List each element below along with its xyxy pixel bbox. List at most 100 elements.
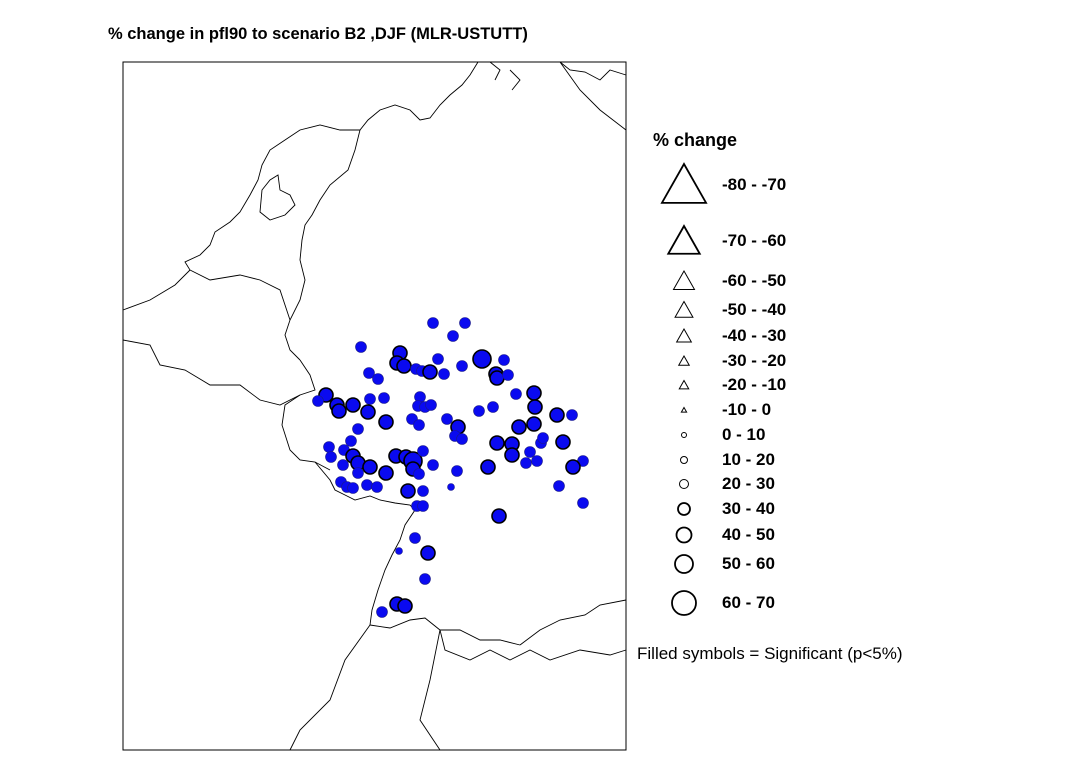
station-marker [524, 446, 536, 458]
legend-title: % change [653, 130, 738, 150]
station-marker [417, 485, 429, 497]
station-marker [491, 508, 507, 524]
station-marker [323, 441, 335, 453]
station-marker [409, 532, 421, 544]
legend-label: 10 - 20 [722, 450, 775, 469]
station-marker [502, 369, 514, 381]
station-marker [420, 545, 436, 561]
station-marker [363, 367, 375, 379]
legend-label: -50 - -40 [722, 300, 787, 319]
station-marker [459, 317, 471, 329]
station-marker [361, 479, 373, 491]
legend-label: 0 - 10 [722, 425, 766, 444]
significance-note: Filled symbols = Significant (p<5%) [637, 644, 903, 663]
station-marker [371, 481, 383, 493]
station-marker [498, 354, 510, 366]
station-marker [347, 482, 359, 494]
station-marker [447, 330, 459, 342]
station-marker [312, 395, 324, 407]
legend-label: -20 - -10 [722, 375, 787, 394]
station-marker [531, 455, 543, 467]
station-marker [510, 388, 522, 400]
station-marker [364, 393, 376, 405]
station-marker [396, 358, 412, 374]
station-marker [511, 419, 527, 435]
station-marker [447, 483, 455, 491]
station-marker [400, 483, 416, 499]
station-marker [331, 403, 347, 419]
station-marker [376, 606, 388, 618]
station-marker [325, 451, 337, 463]
station-marker [487, 401, 499, 413]
map-title: % change in pfl90 to scenario B2 ,DJF (M… [108, 25, 528, 43]
station-marker [555, 434, 571, 450]
border-be-nl [189, 269, 291, 321]
station-marker [566, 409, 578, 421]
station-marker [553, 480, 565, 492]
legend-label: -40 - -30 [722, 326, 787, 345]
station-marker [526, 385, 542, 401]
station-marker [527, 399, 543, 415]
border-ch-south [289, 624, 441, 751]
station-marker [537, 432, 549, 444]
station-marker [432, 353, 444, 365]
station-marker [438, 368, 450, 380]
circle-symbol [677, 502, 691, 516]
station-marker [520, 457, 532, 469]
station-marker [360, 404, 376, 420]
station-marker [577, 497, 589, 509]
circle-symbol [679, 479, 689, 489]
border-de-at [519, 599, 627, 646]
circle-symbol [680, 456, 688, 464]
coastline [122, 61, 479, 311]
triangle-symbol [674, 300, 694, 318]
station-marker [425, 399, 437, 411]
station-marker [413, 419, 425, 431]
triangle-symbol [680, 406, 688, 413]
triangle-symbol [660, 162, 708, 204]
legend-label: -10 - 0 [722, 400, 772, 419]
station-marker [355, 341, 367, 353]
station-marker [427, 459, 439, 471]
legend-label: 40 - 50 [722, 525, 775, 544]
circle-symbol [675, 526, 693, 544]
legend-label: 50 - 60 [722, 554, 775, 573]
border-de-be-lu [281, 359, 331, 471]
map-frame [122, 61, 627, 751]
station-marker [422, 364, 438, 380]
station-marker [489, 370, 505, 386]
station-marker [504, 447, 520, 463]
station-marker [419, 573, 431, 585]
border-de-fr [314, 461, 416, 626]
border-be-fr [122, 339, 301, 406]
border-nl-de [284, 129, 361, 361]
station-marker [456, 360, 468, 372]
station-marker [378, 392, 390, 404]
circle-symbol [671, 590, 697, 616]
station-marker [395, 547, 403, 555]
triangle-symbol [672, 269, 696, 290]
station-marker [352, 423, 364, 435]
border-de-cz [559, 61, 627, 131]
station-marker [565, 459, 581, 475]
station-marker [413, 468, 425, 480]
station-marker [472, 349, 492, 369]
triangle-symbol [678, 379, 690, 390]
station-marker [451, 465, 463, 477]
station-marker [372, 373, 384, 385]
triangle-symbol [666, 224, 702, 255]
station-marker [549, 407, 565, 423]
station-marker [417, 500, 429, 512]
legend-label: 60 - 70 [722, 593, 775, 612]
station-marker [473, 405, 485, 417]
legend-label: 20 - 30 [722, 474, 775, 493]
station-marker [352, 467, 364, 479]
legend-label: -30 - -20 [722, 351, 787, 370]
station-marker [345, 397, 361, 413]
station-marker [456, 433, 468, 445]
station-marker [337, 459, 349, 471]
station-marker [489, 435, 505, 451]
station-marker [397, 598, 413, 614]
islands [489, 61, 627, 91]
